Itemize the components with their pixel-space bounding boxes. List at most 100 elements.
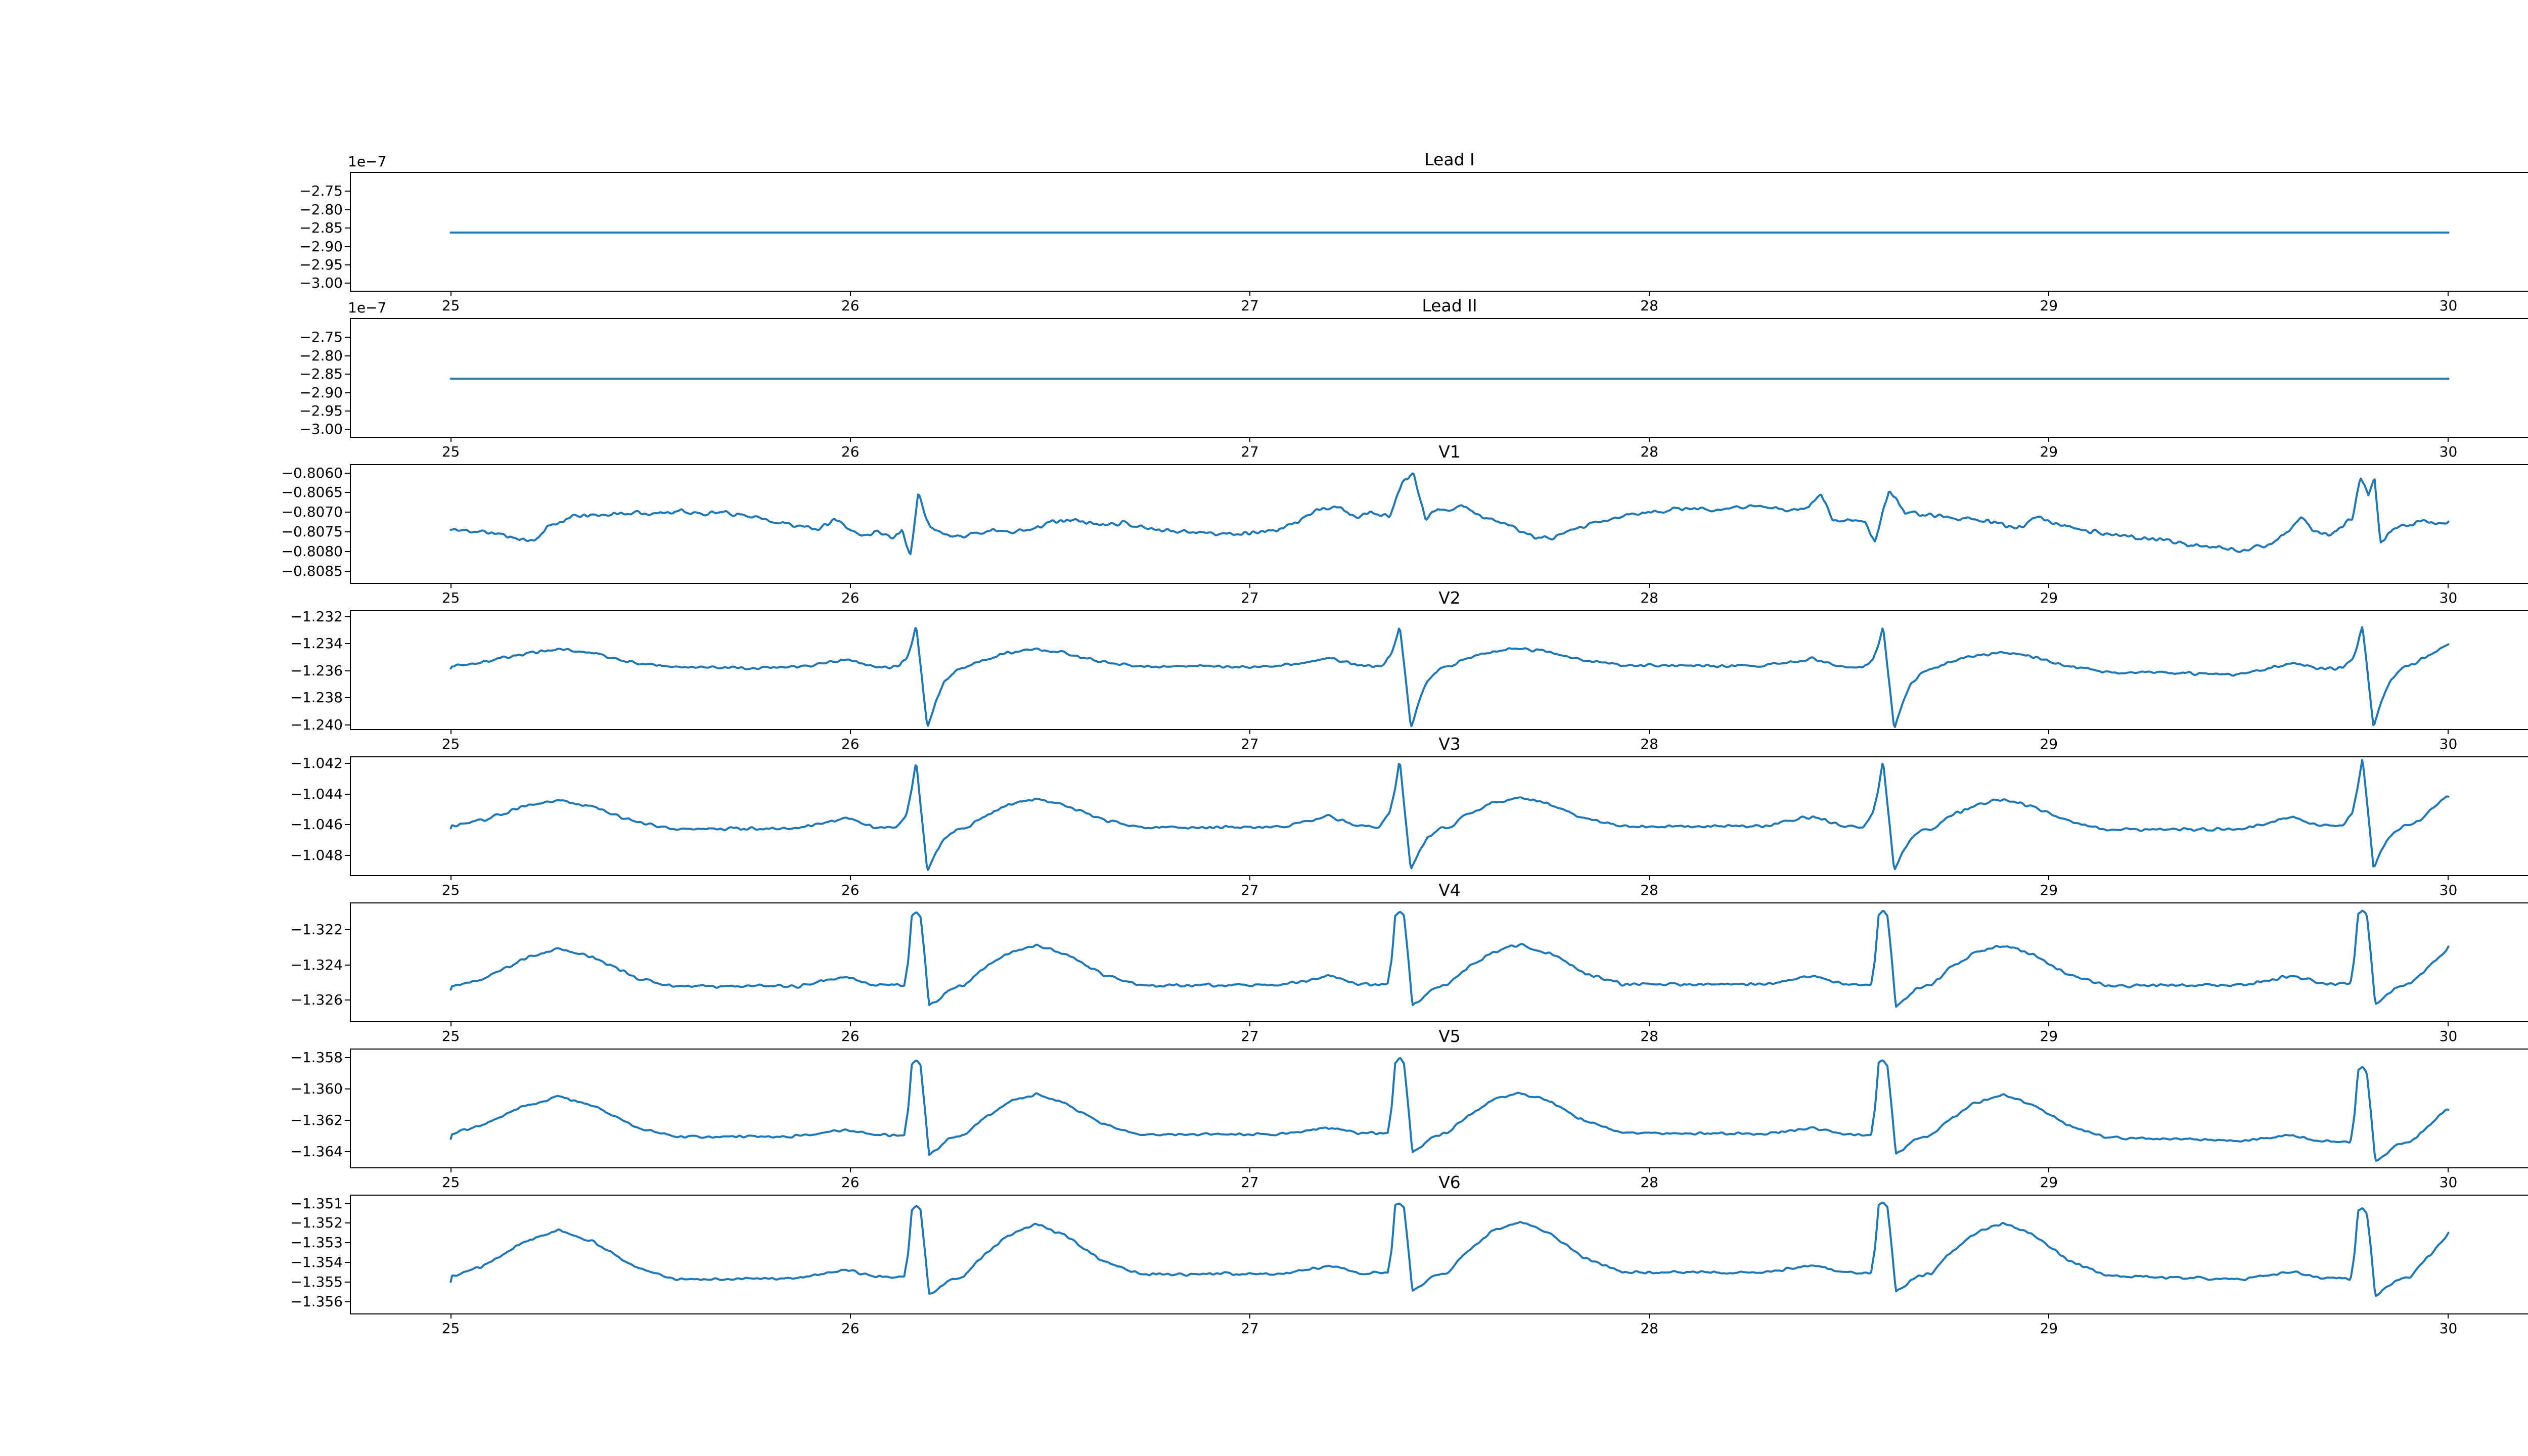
y-tick [345,337,350,338]
y-tick [345,283,350,284]
y-tick [345,643,350,645]
y-tick-label: −2.95 [299,256,343,274]
y-tick-label: −1.048 [290,846,343,863]
x-tick [1649,875,1650,880]
y-tick [345,429,350,430]
x-tick [1249,291,1250,296]
x-tick [2448,291,2449,296]
ecg-trace [449,378,2450,380]
y-tick-label: −2.75 [299,329,343,346]
y-tick [345,724,350,725]
y-tick-label: −1.234 [290,635,343,652]
subplot-panel-v5: V5 −1.358 −1.360 −1.362 −1.364 25 26 27 28 29 30 [290,1028,2528,1190]
y-axis-offset-label: 1e−7 [348,299,387,316]
y-tick [345,1119,350,1121]
y-tick [345,228,350,229]
subplot-title: V3 [1438,734,1461,754]
x-tick-label: 30 [2439,1320,2458,1337]
x-tick-label: 27 [1241,1320,1259,1337]
y-tick-label: −2.95 [299,402,343,420]
y-tick-label: −0.8070 [281,504,343,521]
subplot-panel-v3: V3 −1.042 −1.044 −1.046 −1.048 25 26 27 28 29 30 [290,736,2528,897]
x-tick [450,291,452,296]
y-tick-label: −3.00 [299,275,343,292]
x-tick [2048,437,2050,442]
x-tick-label: 29 [2040,1320,2058,1337]
y-tick-label: −1.044 [290,785,343,802]
y-tick-label: −0.8075 [281,523,343,540]
x-tick [849,729,851,734]
y-tick [345,472,350,474]
subplot-title: Lead I [1424,150,1475,169]
x-tick [1249,1167,1250,1172]
y-tick [345,1151,350,1152]
y-tick-label: −1.354 [290,1254,343,1271]
x-tick [1249,1313,1250,1318]
y-tick [345,512,350,513]
y-tick [345,492,350,493]
x-tick [450,1021,452,1026]
x-tick [450,1167,452,1172]
y-tick-label: −1.362 [290,1111,343,1128]
y-tick [345,209,350,210]
subplot-panel-v2: V2 −1.232 −1.234 −1.236 −1.238 −1.240 25 26 27 2… [290,589,2528,751]
x-tick [1249,583,1250,588]
subplot-title: V2 [1438,588,1461,608]
y-tick-label: −1.364 [290,1143,343,1160]
y-tick [345,1262,350,1263]
y-tick-label: −1.352 [290,1214,343,1232]
y-tick [345,246,350,247]
x-tick-label: 26 [841,1320,860,1337]
y-tick [345,411,350,412]
y-tick-label: −1.356 [290,1293,343,1310]
y-tick [345,264,350,266]
y-tick-label: −0.8085 [281,562,343,579]
y-tick [345,824,350,826]
y-tick-label: −2.85 [299,366,343,383]
y-tick-label: −1.324 [290,956,343,973]
ecg-trace [449,626,2450,729]
x-tick [849,1021,851,1026]
y-tick [345,999,350,1001]
y-tick-label: −2.85 [299,219,343,237]
x-tick [2448,437,2449,442]
y-tick [345,1242,350,1244]
y-tick-label: −1.326 [290,991,343,1009]
ecg-trace [449,1057,2450,1162]
y-tick-label: −1.232 [290,608,343,625]
y-tick-label: −1.358 [290,1049,343,1066]
x-tick [450,1313,452,1318]
x-tick [849,1313,851,1318]
y-tick-label: −2.80 [299,201,343,218]
x-tick [849,875,851,880]
y-tick-label: −0.8065 [281,484,343,501]
y-tick [345,670,350,671]
ecg-trace [449,1201,2450,1297]
y-tick-label: −1.240 [290,716,343,733]
x-tick [2448,583,2449,588]
x-tick [2048,875,2050,880]
y-tick [345,1281,350,1283]
y-tick [345,1088,350,1089]
subplot-panel-v4: V4 −1.322 −1.324 −1.326 25 26 27 28 29 30 [290,882,2528,1043]
x-tick [1249,729,1250,734]
x-tick [450,437,452,442]
x-tick [2448,1021,2449,1026]
y-tick-label: −0.8060 [281,464,343,481]
ecg-trace [449,759,2450,871]
y-tick [345,570,350,572]
y-tick-label: −1.042 [290,755,343,772]
subplot-panel-v6: V6 −1.351 −1.352 −1.353 −1.354 −1.355 −1.356 2… [290,1174,2528,1336]
y-tick [345,355,350,356]
subplot-title: V5 [1438,1026,1461,1046]
y-tick-label: −2.75 [299,183,343,200]
y-tick [345,392,350,393]
y-tick-label: −1.046 [290,816,343,833]
y-tick [345,616,350,617]
ecg-trace [449,232,2450,234]
y-tick [345,793,350,795]
x-tick [849,1167,851,1172]
x-tick [1649,1313,1650,1318]
subplot-panel-lead-i: Lead I 1e−7 −2.75 −2.80 −2.85 −2.90 −2.95 −3.… [299,151,2528,313]
y-tick [345,929,350,931]
